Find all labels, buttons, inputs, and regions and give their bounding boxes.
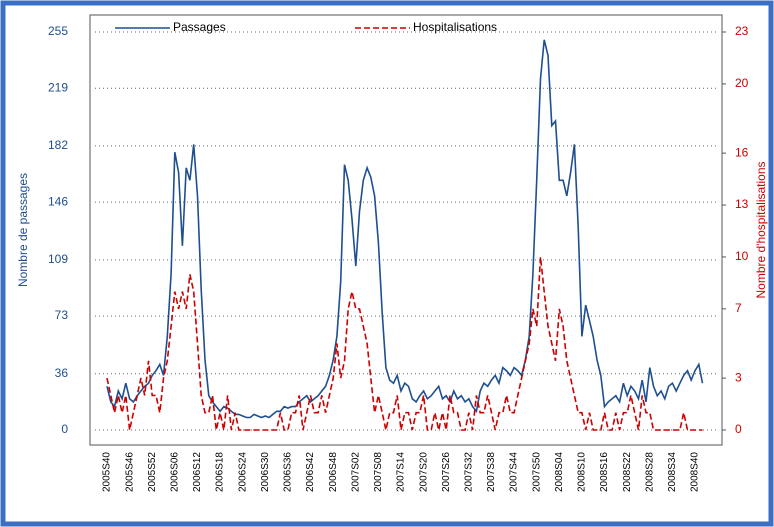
x-tick-label: 2007S08 [373,452,384,492]
x-tick-label: 2007S14 [396,452,407,492]
x-tick-label: 2008S04 [554,452,565,492]
x-tick-label: 2008S28 [644,452,655,492]
y2-axis-label: Nombre d'hospitalisations [754,161,768,298]
x-tick-label: 2008S22 [622,452,633,492]
x-tick-label: 2008S40 [690,452,701,492]
y-tick-label: 255 [48,24,68,38]
plot-area [89,14,723,446]
y2-tick-label: 20 [735,76,749,90]
x-tick-label: 2006S30 [260,452,271,492]
series-line [106,39,704,419]
x-tick-label: 2008S10 [577,452,588,492]
x-tick-label: 2008S16 [599,452,610,492]
x-tick-label: 2006S12 [192,452,203,492]
y2-tick-label: 0 [735,422,742,436]
x-tick-label: 2007S02 [350,452,361,492]
x-tick-label: 2005S52 [147,452,158,492]
x-tick-label: 2005S40 [102,452,113,492]
x-tick-label: 2006S18 [215,452,226,492]
series-line [106,256,703,431]
x-tick-label: 2007S50 [531,452,542,492]
x-tick-label: 2007S44 [509,452,520,492]
y-tick-label: 219 [48,80,68,94]
y2-tick-label: 3 [735,370,742,384]
x-tick-label: 2007S38 [486,452,497,492]
x-tick-label: 2008S34 [667,452,678,492]
x-tick-label: 2006S24 [237,452,248,492]
y-axis-label: Nombre de passages [16,173,30,287]
x-tick-label: 2006S06 [169,452,180,492]
legend-label: Hospitalisations [413,20,497,34]
y-tick-label: 0 [61,422,68,436]
x-tick-label: 2005S46 [124,452,135,492]
x-tick-label: 2007S32 [463,452,474,492]
y-tick-label: 182 [48,138,68,152]
x-tick-label: 2006S48 [328,452,339,492]
y2-tick-label: 23 [735,24,749,38]
x-tick-label: 2007S20 [418,452,429,492]
legend-label: Passages [173,20,226,34]
x-tick-label: 2006S42 [305,452,316,492]
y-tick-label: 73 [55,308,69,322]
y2-tick-label: 10 [735,249,749,263]
y-tick-label: 109 [48,252,68,266]
x-tick-label: 2007S26 [441,452,452,492]
y-tick-label: 36 [55,366,69,380]
y2-tick-label: 7 [735,301,742,315]
y2-tick-label: 16 [735,145,749,159]
y-tick-label: 146 [48,194,68,208]
y2-tick-label: 13 [735,197,749,211]
x-tick-label: 2006S36 [283,452,294,492]
